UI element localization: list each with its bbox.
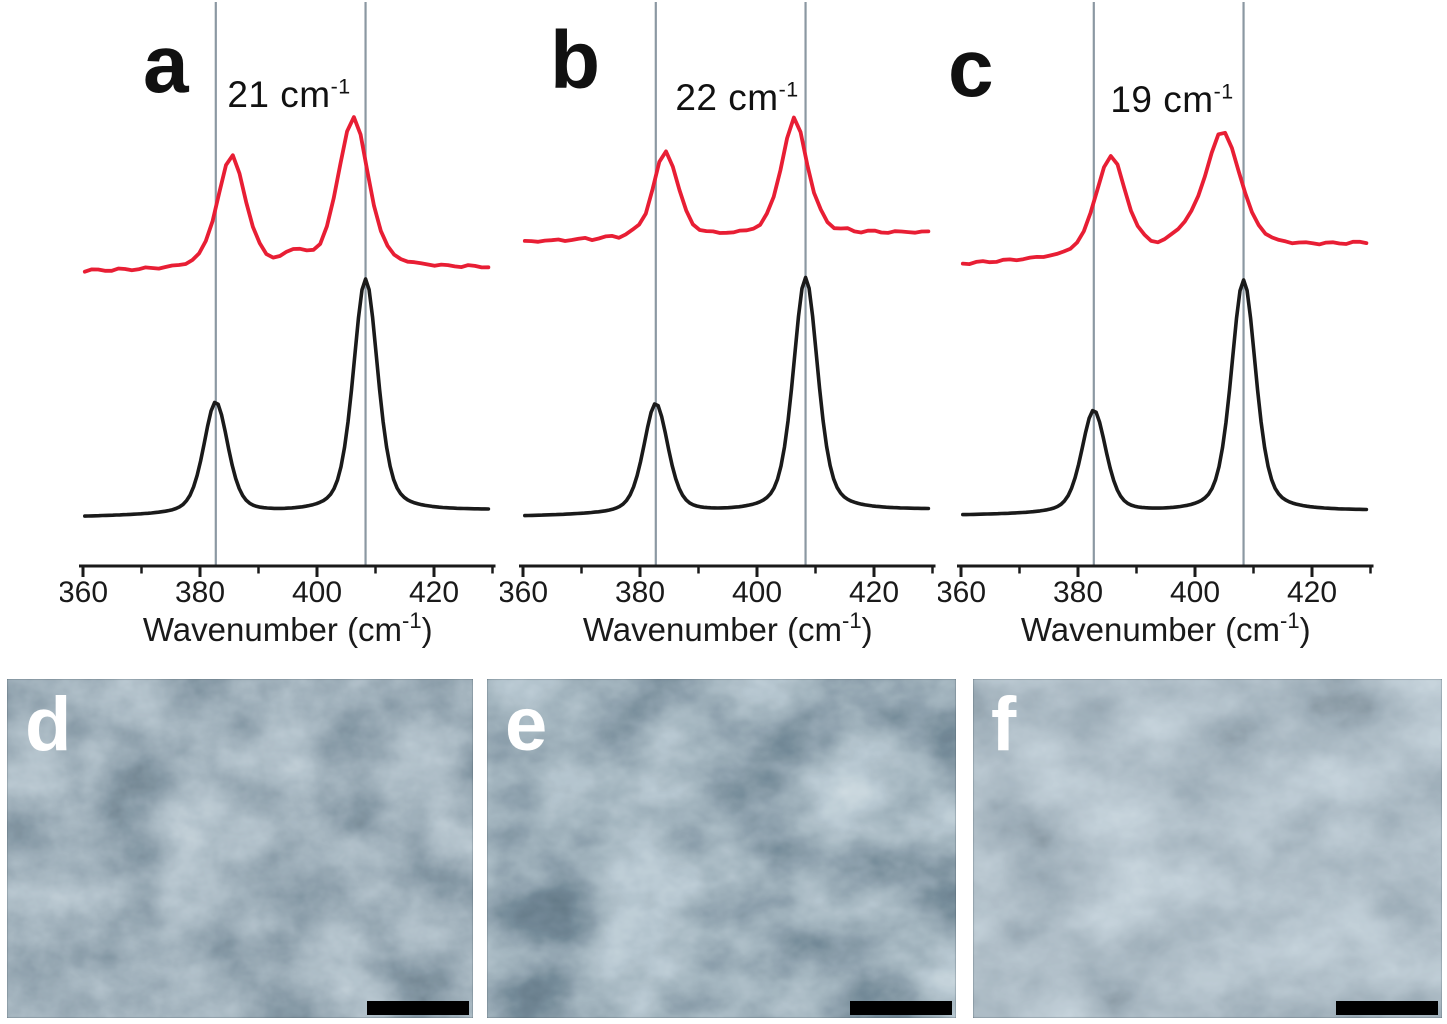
panel-label-b: b [550,15,601,106]
sem-texture-d [7,679,473,1018]
x-axis-title: Wavenumber (cm-1) [583,608,873,648]
x-tick-label: 360 [500,576,548,609]
black-spectrum-curve [960,278,1369,517]
panel-label-c: c [948,23,994,114]
x-tick-label: 400 [732,576,782,609]
sem-texture-e [487,679,956,1018]
x-tick-label: 400 [1170,576,1220,609]
x-axis-title: Wavenumber (cm-1) [143,608,433,648]
x-tick-label: 420 [849,576,899,609]
scale-bar [1336,1001,1438,1015]
sem-micrograph-d: d [7,679,473,1018]
x-tick-label: 360 [60,576,108,609]
sem-micrograph-e: e [487,679,956,1018]
x-axis-title: Wavenumber (cm-1) [1021,608,1311,648]
sem-label-d: d [25,682,72,767]
x-tick-label: 380 [175,576,225,609]
peak-separation-annotation-b: 22 cm-1 [675,77,798,119]
sem-label-f: f [991,682,1017,767]
annotation-text: 19 cm [1110,79,1214,120]
black-spectrum-curve [522,275,931,518]
annotation-text: 21 cm [227,74,331,115]
annotation-superscript: -1 [778,77,799,102]
sem-micrograph-f: f [973,679,1442,1018]
red-spectrum-curve [960,130,1369,267]
annotation-superscript: -1 [1213,79,1234,104]
peak-separation-annotation-c: 19 cm-1 [1110,79,1233,121]
x-tick-label: 420 [1287,576,1337,609]
peak-separation-annotation-a: 21 cm-1 [227,74,350,116]
scale-bar [850,1001,952,1015]
x-tick-label: 420 [409,576,459,609]
scale-bar [367,1001,469,1015]
red-spectrum-curve [82,115,491,274]
black-spectrum-curve [82,277,491,518]
red-spectrum-curve [522,115,931,244]
panel-label-a: a [143,19,189,110]
sem-texture-f [973,679,1442,1018]
x-tick-label: 360 [938,576,986,609]
annotation-superscript: -1 [330,74,351,99]
sem-label-e: e [505,682,548,767]
x-tick-label: 380 [615,576,665,609]
annotation-text: 22 cm [675,77,779,118]
x-tick-label: 400 [292,576,342,609]
x-tick-label: 380 [1053,576,1103,609]
